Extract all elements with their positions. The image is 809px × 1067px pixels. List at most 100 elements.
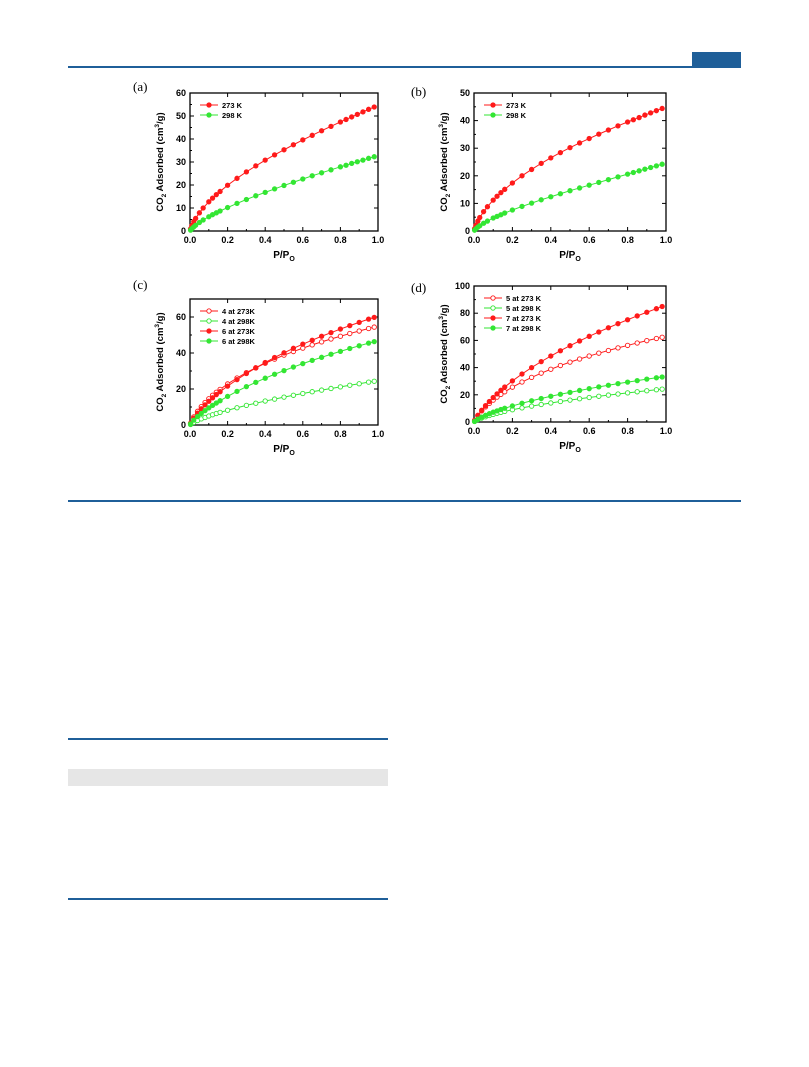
data-point	[217, 389, 223, 395]
legend-label: 6 at 298K	[222, 337, 256, 346]
y-tick-label: 0	[465, 226, 470, 236]
data-point	[202, 402, 208, 408]
x-axis-label: P/PO	[559, 250, 581, 263]
x-tick-label: 0.6	[297, 235, 310, 245]
data-point	[213, 391, 219, 398]
y-label-part: Adsorbed (cm	[439, 128, 450, 194]
data-point	[309, 132, 315, 138]
data-point	[371, 339, 377, 345]
data-point	[371, 324, 377, 330]
data-point	[644, 309, 650, 315]
data-point	[644, 388, 650, 394]
data-point	[486, 398, 493, 405]
data-point	[519, 405, 525, 411]
data-point	[365, 340, 372, 346]
table-top-rule	[68, 738, 388, 740]
data-point	[318, 387, 325, 393]
data-point	[337, 348, 344, 355]
data-point	[479, 407, 485, 413]
data-point	[206, 405, 212, 411]
x-tick-label: 0.6	[583, 235, 596, 245]
data-point	[477, 223, 483, 229]
chart-panel-b: 0.0 0.2 0.4 0.6 0.8 1.0 0 10 20 30 40 50 P/PO CO2 Ads…	[430, 85, 690, 265]
data-point	[624, 171, 631, 177]
data-point	[615, 380, 621, 387]
data-point	[596, 350, 602, 356]
panel-label-c: (c)	[133, 277, 148, 292]
data-point	[586, 386, 592, 392]
data-point	[253, 379, 259, 385]
x-tick-label: 0.6	[297, 429, 310, 439]
data-point	[548, 194, 554, 200]
data-point	[328, 351, 334, 357]
x-tick-label: 0.2	[506, 426, 519, 436]
data-point	[647, 110, 654, 116]
x-axis-label-sub: O	[575, 447, 581, 454]
x-tick-label: 0.8	[621, 235, 634, 245]
data-point	[318, 354, 325, 360]
data-point	[605, 392, 612, 398]
y-label-part: /g)	[439, 112, 450, 124]
data-point	[365, 316, 372, 322]
y-label-part: /g)	[439, 304, 450, 316]
panel-label-b: (b)	[411, 84, 427, 99]
legend-marker	[490, 112, 496, 118]
legend-label: 298 K	[222, 111, 243, 120]
data-point	[596, 329, 602, 335]
data-point	[217, 398, 223, 404]
data-point	[196, 210, 203, 216]
data-point	[567, 188, 573, 194]
data-point	[605, 127, 612, 133]
y-tick-label: 40	[176, 348, 186, 358]
x-tick-label: 0.4	[545, 426, 558, 436]
figure-bottom-rule	[68, 500, 741, 502]
x-tick-label: 0.0	[184, 235, 197, 245]
data-point	[659, 334, 665, 340]
data-point	[482, 403, 489, 409]
data-point	[206, 398, 212, 404]
data-point	[557, 149, 564, 156]
legend-label: 273 K	[222, 101, 243, 110]
legend-marker	[206, 112, 212, 118]
data-point	[281, 182, 287, 189]
x-tick-label: 0.4	[545, 235, 558, 245]
y-tick-label: 0	[465, 417, 470, 427]
data-point	[624, 342, 631, 349]
data-point	[328, 385, 334, 392]
data-point	[484, 204, 491, 210]
data-point	[659, 161, 665, 167]
y-tick-label: 60	[176, 88, 186, 98]
data-point	[596, 384, 602, 390]
data-point	[360, 157, 366, 163]
y-axis-label: CO2 Adsorbed (cm3/g)	[438, 304, 452, 403]
header-rule	[68, 66, 741, 68]
legend-marker	[490, 305, 496, 311]
data-point	[290, 345, 297, 351]
x-tick-label: 0.2	[221, 429, 234, 439]
data-point	[318, 333, 325, 339]
y-tick-label: 30	[460, 143, 470, 153]
data-point	[309, 357, 315, 364]
data-point	[217, 208, 223, 214]
data-point	[262, 398, 268, 404]
data-point	[243, 196, 250, 203]
data-point	[224, 407, 231, 413]
x-tick-label: 0.8	[334, 235, 347, 245]
data-point	[502, 384, 508, 390]
y-tick-label: 60	[460, 335, 470, 345]
x-axis-label-sub: O	[289, 256, 295, 263]
data-point	[630, 169, 637, 176]
y-label-part: CO	[439, 389, 450, 403]
data-point	[538, 395, 544, 402]
legend-label: 4 at 273K	[222, 307, 256, 316]
y-tick-label: 20	[460, 171, 470, 181]
data-point	[548, 393, 554, 399]
data-point	[213, 192, 219, 198]
y-label-part: /g)	[155, 112, 166, 124]
x-tick-label: 0.2	[221, 235, 234, 245]
data-point	[509, 180, 516, 186]
data-point	[365, 379, 372, 385]
y-tick-label: 60	[176, 312, 186, 322]
data-point	[337, 164, 344, 170]
data-point	[557, 362, 564, 369]
